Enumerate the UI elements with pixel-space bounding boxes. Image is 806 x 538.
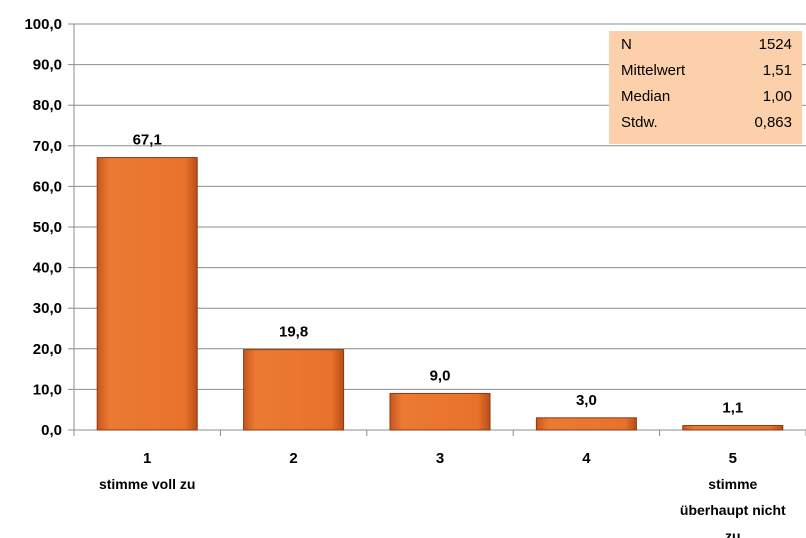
bar bbox=[243, 349, 345, 431]
x-category-sublabel: stimme bbox=[708, 476, 757, 492]
x-category-label: 1 bbox=[143, 450, 151, 467]
y-tick-label: 0,0 bbox=[41, 422, 62, 439]
stats-label: N bbox=[621, 36, 632, 53]
x-category-sublabel: stimme voll zu bbox=[99, 476, 195, 492]
x-axis-labels: 1 stimme voll zu 2 3 4 5 stimme überhaupt nicht… bbox=[99, 450, 786, 538]
stats-value: 0,863 bbox=[754, 114, 792, 131]
data-label: 3,0 bbox=[576, 392, 597, 409]
y-tick-label: 20,0 bbox=[33, 341, 62, 358]
stats-row-stdw: Stdw. 0,863 bbox=[621, 114, 792, 138]
data-label: 67,1 bbox=[133, 132, 162, 149]
bar bbox=[96, 157, 198, 431]
y-tick-label: 100,0 bbox=[24, 16, 62, 33]
data-label: 9,0 bbox=[430, 367, 451, 384]
y-tick-label: 30,0 bbox=[33, 300, 62, 317]
data-labels: 67,1 19,8 9,0 3,0 1,1 bbox=[133, 132, 744, 417]
stats-row-n: N 1524 bbox=[621, 36, 792, 60]
x-category-label: 3 bbox=[436, 450, 444, 467]
y-tick-label: 50,0 bbox=[33, 219, 62, 236]
bars bbox=[96, 157, 784, 431]
y-tick-label: 80,0 bbox=[33, 97, 62, 114]
stats-label: Median bbox=[621, 88, 671, 105]
data-label: 1,1 bbox=[722, 400, 743, 417]
data-label: 19,8 bbox=[279, 324, 308, 341]
bar bbox=[682, 425, 784, 431]
stats-label: Mittelwert bbox=[621, 62, 686, 79]
stats-value: 1,00 bbox=[762, 88, 792, 105]
stats-row-median: Median 1,00 bbox=[621, 88, 792, 112]
stats-value: 1524 bbox=[758, 36, 792, 53]
x-category-sublabel: zu bbox=[725, 528, 741, 538]
bar bbox=[389, 392, 491, 431]
stats-row-mittelwert: Mittelwert 1,51 bbox=[621, 62, 792, 86]
stats-box: N 1524 Mittelwert 1,51 Median 1,00 Stdw.… bbox=[609, 31, 802, 144]
x-category-label: 5 bbox=[729, 450, 737, 467]
y-tick-label: 10,0 bbox=[33, 381, 62, 398]
y-tick-label: 90,0 bbox=[33, 57, 62, 74]
y-tick-label: 40,0 bbox=[33, 260, 62, 277]
y-axis-tick-labels: 0,0 10,0 20,0 30,0 40,0 50,0 60,0 70,0 80,0 90,0 1… bbox=[24, 16, 62, 439]
bar bbox=[535, 417, 637, 431]
x-category-label: 4 bbox=[582, 450, 591, 467]
stats-label: Stdw. bbox=[621, 114, 658, 131]
y-tick-label: 70,0 bbox=[33, 138, 62, 155]
x-category-sublabel: überhaupt nicht bbox=[680, 502, 786, 518]
stats-value: 1,51 bbox=[762, 62, 792, 79]
y-tick-label: 60,0 bbox=[33, 178, 62, 195]
x-category-label: 2 bbox=[289, 450, 297, 467]
